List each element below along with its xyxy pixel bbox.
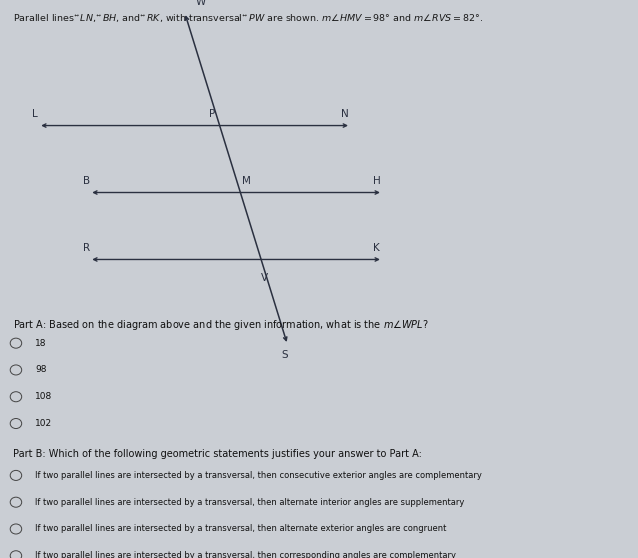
Text: W: W bbox=[196, 0, 206, 7]
Text: M: M bbox=[242, 176, 251, 186]
Text: R: R bbox=[82, 243, 90, 253]
Text: S: S bbox=[281, 350, 288, 360]
Text: H: H bbox=[373, 176, 380, 186]
Text: If two parallel lines are intersected by a transversal, then alternate exterior : If two parallel lines are intersected by… bbox=[35, 525, 447, 533]
Text: If two parallel lines are intersected by a transversal, then corresponding angle: If two parallel lines are intersected by… bbox=[35, 551, 456, 558]
Text: 108: 108 bbox=[35, 392, 52, 401]
Text: 18: 18 bbox=[35, 339, 47, 348]
Text: 98: 98 bbox=[35, 365, 47, 374]
Text: Part A: Based on the diagram above and the given information, what is the $\math: Part A: Based on the diagram above and t… bbox=[13, 318, 429, 332]
Text: 102: 102 bbox=[35, 419, 52, 428]
Text: B: B bbox=[82, 176, 90, 186]
Text: If two parallel lines are intersected by a transversal, then consecutive exterio: If two parallel lines are intersected by… bbox=[35, 471, 482, 480]
Text: Parallel lines $\overleftrightarrow{LN}$, $\overleftrightarrow{BH}$, and $\overl: Parallel lines $\overleftrightarrow{LN}$… bbox=[13, 12, 483, 25]
Text: lf two parallel lines are intersected by a transversal, then alternate interior : lf two parallel lines are intersected by… bbox=[35, 498, 464, 507]
Text: L: L bbox=[32, 109, 38, 119]
Text: K: K bbox=[373, 243, 380, 253]
Text: P: P bbox=[209, 109, 215, 119]
Text: N: N bbox=[341, 109, 348, 119]
Text: Part B: Which of the following geometric statements justifies your answer to Par: Part B: Which of the following geometric… bbox=[13, 449, 422, 459]
Text: V: V bbox=[261, 273, 268, 283]
